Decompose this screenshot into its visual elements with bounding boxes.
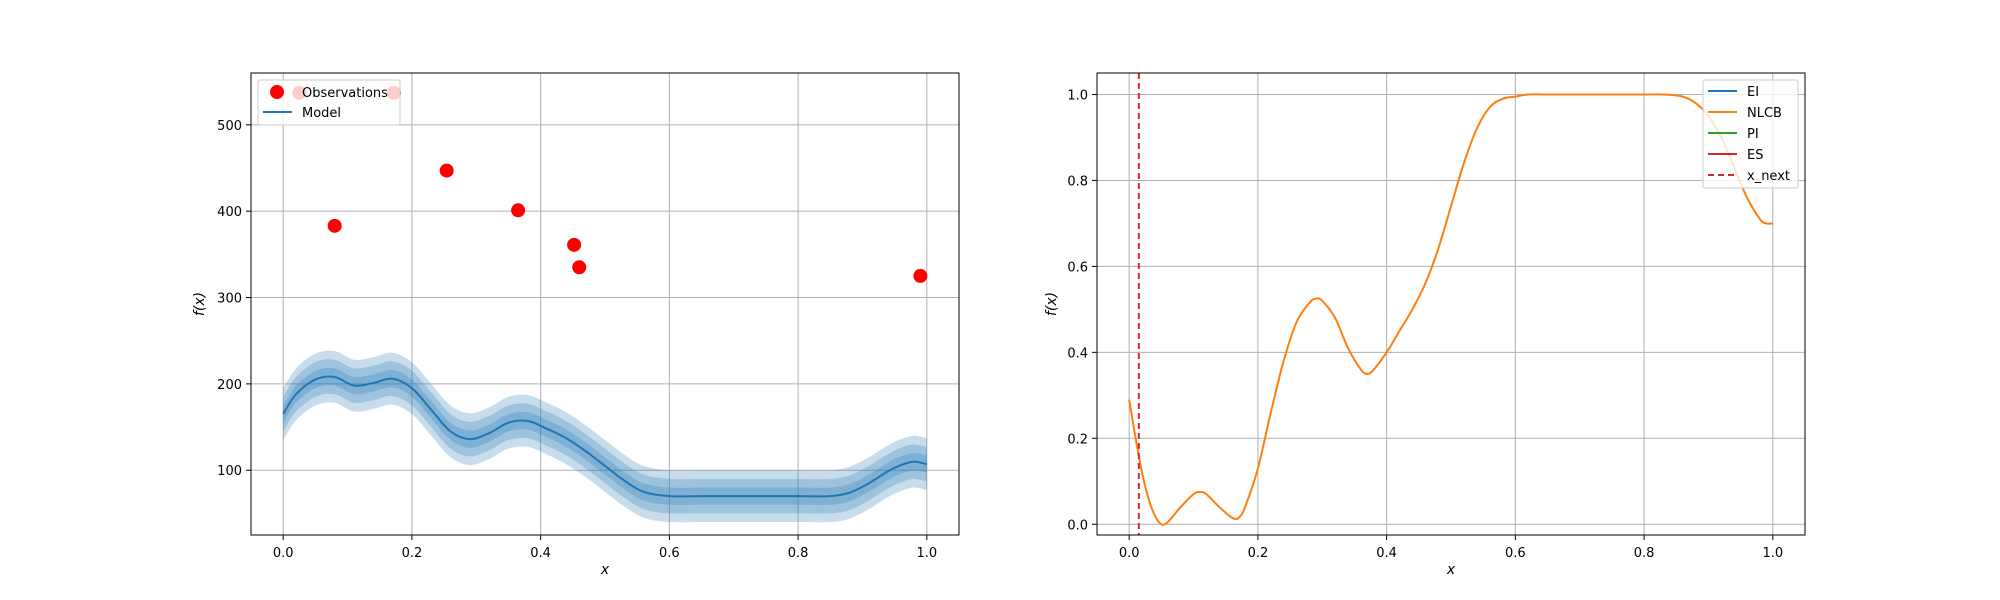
left-ticks: 0.0 0.2 0.4 0.6 0.8 1.0 100 200 300 400 500 (217, 119, 937, 561)
right-grid (1097, 73, 1805, 535)
right-legend-box (1702, 79, 1799, 189)
right-y-tick-label: 0.4 (1067, 346, 1088, 361)
observation-point (567, 237, 582, 252)
right-y-tick-label: 0.0 (1067, 518, 1088, 533)
right-x-axis-label: x (1446, 562, 1456, 578)
model-confidence-band (283, 359, 927, 514)
right-x-tick-label: 0.6 (1505, 546, 1526, 561)
observation-point (439, 163, 454, 178)
left-x-tick-label: 0.4 (530, 546, 551, 561)
legend-nlcb-label: NLCB (1747, 106, 1782, 121)
left-y-tick-label: 200 (217, 378, 242, 393)
right-x-tick-label: 0.2 (1248, 546, 1269, 561)
right-series-lines (1128, 93, 1773, 526)
left-axes-frame (250, 72, 960, 536)
left-y-tick-label: 400 (217, 205, 242, 220)
right-ticks: 0.0 0.2 0.4 0.6 0.8 1.0 0.0 0.2 0.4 0.6 0.8 1.0 (1067, 88, 1783, 561)
legend-pi-label: PI (1747, 127, 1759, 142)
right-y-tick-label: 1.0 (1067, 88, 1088, 103)
right-y-tick-label: 0.8 (1067, 174, 1088, 189)
left-x-tick-label: 0.2 (402, 546, 423, 561)
legend-ei-label: EI (1747, 85, 1759, 100)
right-x-tick-label: 0.4 (1376, 546, 1397, 561)
legend-x-next-label: x_next (1747, 169, 1790, 184)
right-x-tick-label: 0.8 (1634, 546, 1655, 561)
left-legend-box (257, 79, 401, 126)
observation-point (913, 268, 928, 283)
left-y-tick-label: 100 (217, 464, 242, 479)
model-confidence-band (283, 367, 927, 506)
observation-point (511, 203, 526, 218)
right-y-axis-label: f(x) (1044, 292, 1060, 316)
model-confidence-band (283, 350, 927, 523)
observation-point (327, 218, 342, 233)
observation-point (572, 260, 587, 275)
legend-model-label: Model (302, 106, 341, 121)
left-x-tick-label: 0.8 (788, 546, 809, 561)
left-x-tick-label: 0.6 (659, 546, 680, 561)
series-line-nlcb (1128, 93, 1773, 526)
model-mean-line (282, 375, 928, 498)
legend-observations-marker (270, 85, 284, 99)
left-x-axis-label: x (600, 562, 610, 578)
left-y-tick-label: 300 (217, 292, 242, 307)
left-y-axis-label: f(x) (192, 292, 208, 316)
right-legend: EI NLCB PI ES x_next (1702, 79, 1799, 189)
left-x-tick-label: 1.0 (916, 546, 937, 561)
right-y-tick-label: 0.2 (1067, 432, 1088, 447)
legend-es-label: ES (1747, 148, 1763, 163)
left-model-bands (283, 350, 927, 523)
left-chart: 0.0 0.2 0.4 0.6 0.8 1.0 100 200 300 400 500 x f(x)… (192, 72, 960, 578)
left-y-tick-label: 500 (217, 119, 242, 134)
right-y-tick-label: 0.6 (1067, 260, 1088, 275)
left-model-line (282, 375, 928, 498)
legend-observations-label: Observations (302, 86, 388, 101)
left-legend: Observations Model (257, 79, 401, 126)
right-axes-frame (1096, 72, 1806, 536)
right-chart: 0.0 0.2 0.4 0.6 0.8 1.0 0.0 0.2 0.4 0.6 0.8 1.0 x f… (1044, 72, 1806, 578)
right-x-tick-label: 1.0 (1762, 546, 1783, 561)
left-x-tick-label: 0.0 (273, 546, 294, 561)
right-x-tick-label: 0.0 (1119, 546, 1140, 561)
